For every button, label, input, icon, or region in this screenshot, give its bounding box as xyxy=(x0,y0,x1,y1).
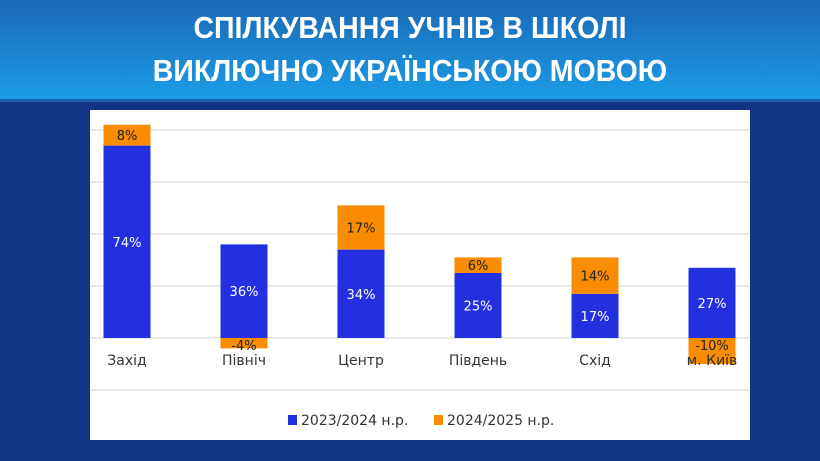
legend-swatch xyxy=(288,415,297,425)
bar-2023-2024 xyxy=(454,273,502,338)
title-line-2: ВИКЛЮЧНО УКРАЇНСЬКОЮ МОВОЮ xyxy=(152,53,668,88)
bar-2024-2025 xyxy=(103,124,151,146)
category-label: Центр xyxy=(338,353,384,369)
legend-swatch xyxy=(434,415,443,425)
bar-2024-2025 xyxy=(571,257,619,294)
bar-2023-2024 xyxy=(688,267,736,338)
category-label: Південь xyxy=(449,353,507,369)
data-label-2024-2025: 6% xyxy=(468,259,489,274)
bar-2024-2025 xyxy=(337,205,385,250)
data-label-2023-2024: 25% xyxy=(464,300,493,315)
stacked-bar-chart: 74% 8% Захід 36% -4%Північ 34% 17% Центр 25% 6% Пі… xyxy=(90,124,750,429)
data-label-2024-2025: 8% xyxy=(117,129,138,144)
category-label: Схід xyxy=(579,353,611,369)
data-label-2023-2024: 17% xyxy=(581,310,610,325)
bar-2023-2024 xyxy=(337,249,385,338)
data-label-2024-2025: -4% xyxy=(231,339,256,354)
category-label: Північ xyxy=(222,353,266,369)
legend-label: 2023/2024 н.р. xyxy=(301,413,408,429)
data-label-2024-2025: 14% xyxy=(581,270,610,285)
data-label-2023-2024: 74% xyxy=(113,236,142,251)
chart-panel: 74% 8% Захід 36% -4% Північ 34% 17% Центр 25% 6% Пі… xyxy=(90,110,750,440)
data-label-2024-2025: 17% xyxy=(347,222,376,237)
title-line-1: СПІЛКУВАННЯ УЧНІВ В ШКОЛІ xyxy=(193,10,627,45)
bar-2024-2025 xyxy=(220,338,268,349)
data-label-2023-2024: 27% xyxy=(698,297,727,312)
category-label: Захід xyxy=(107,353,146,369)
page-title: СПІЛКУВАННЯ УЧНІВ В ШКОЛІ ВИКЛЮЧНО УКРАЇ… xyxy=(33,0,787,92)
legend-label: 2024/2025 н.р. xyxy=(447,413,554,429)
data-label-2024-2025: -10% xyxy=(695,339,729,354)
bar-2023-2024 xyxy=(571,293,619,338)
data-label-2023-2024: 34% xyxy=(347,288,376,303)
category-label: м. Київ xyxy=(687,353,738,369)
bar-2023-2024 xyxy=(103,145,151,338)
header: СПІЛКУВАННЯ УЧНІВ В ШКОЛІ ВИКЛЮЧНО УКРАЇ… xyxy=(0,0,820,102)
bar-2023-2024 xyxy=(220,244,268,338)
bar-2024-2025 xyxy=(688,338,736,364)
data-label-2023-2024: 36% xyxy=(230,285,259,300)
bar-2024-2025 xyxy=(454,257,502,273)
